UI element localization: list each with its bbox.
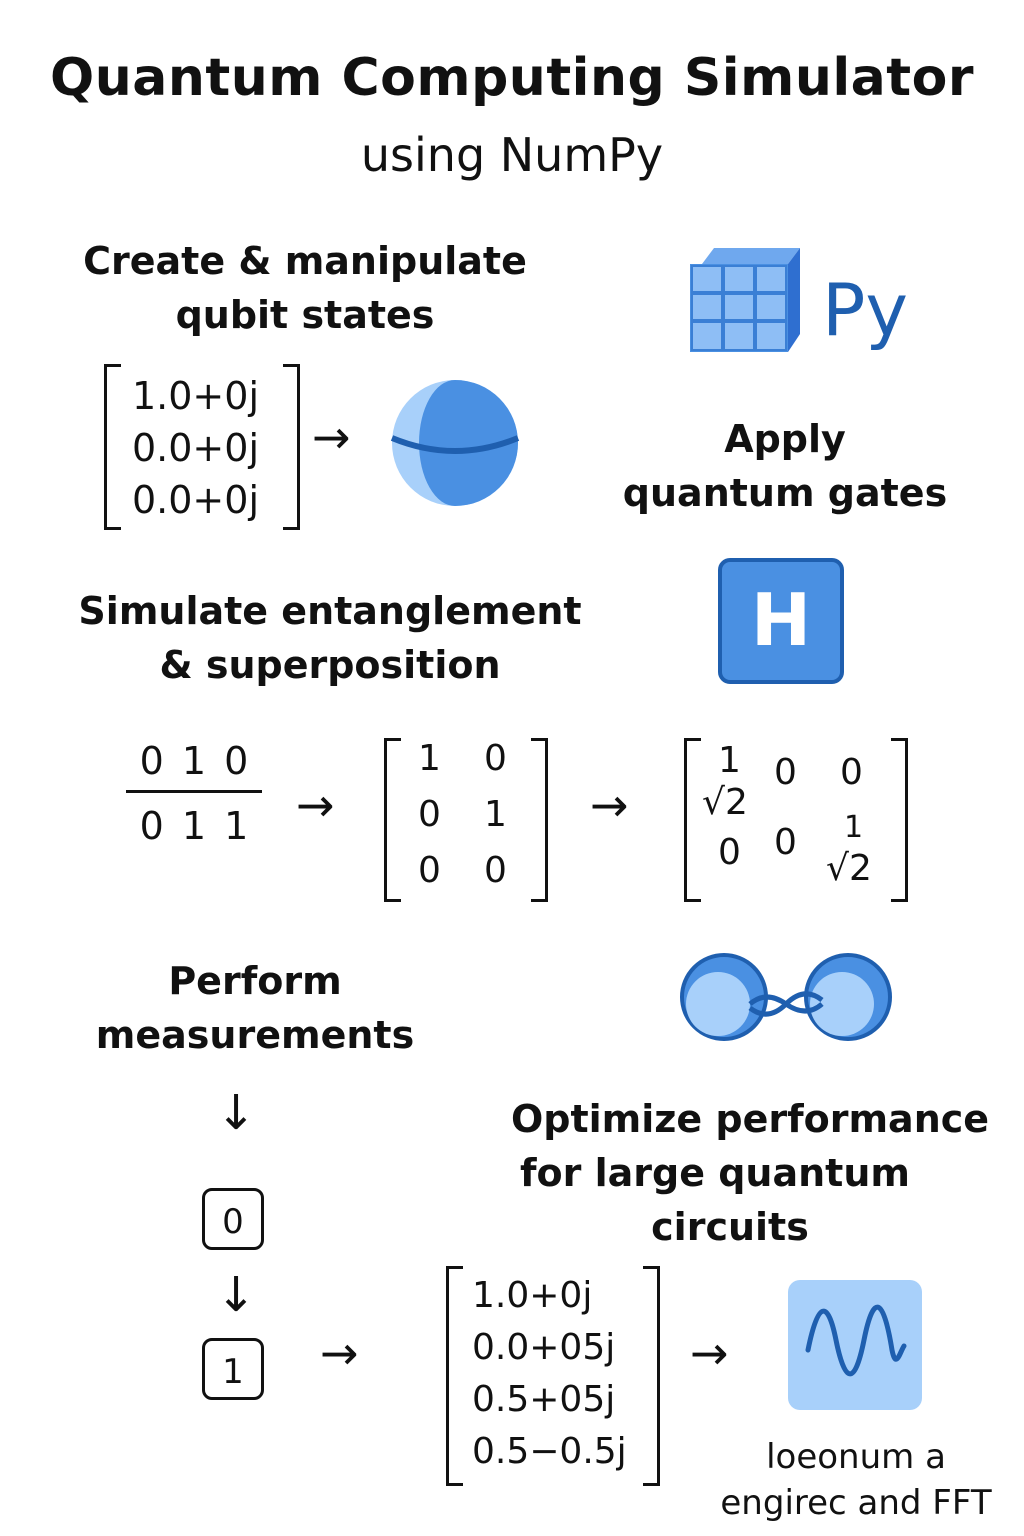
matrix-right-bracket: [891, 738, 908, 902]
matrix-cell: 0: [718, 832, 741, 873]
bit-fraction: 0 1 0 0 1 1: [126, 738, 262, 849]
matrix-cell: 1: [484, 794, 507, 835]
vector-right-bracket: [283, 364, 300, 530]
matrix-right-bracket: [531, 738, 548, 902]
matrix-identity: 1 0 0 1 0 0: [384, 738, 548, 902]
state-vector-entry: 0.0+0j: [132, 478, 260, 522]
arrow: →: [320, 1326, 359, 1380]
entangled-qubits-icon: [676, 952, 896, 1042]
result-vector-entry: 0.5+05j: [472, 1379, 616, 1420]
optimize-heading: Optimize performance for large quantum c…: [500, 1092, 1000, 1254]
arrow: →: [590, 778, 629, 832]
waveform-icon: [788, 1280, 922, 1410]
simulate-heading: Simulate entanglement & superposition: [60, 584, 600, 692]
matrix-cell: 1: [718, 740, 741, 781]
fft-caption-line2: engirec and FFT: [720, 1483, 992, 1523]
apply-heading-line2: quantum gates: [622, 471, 948, 515]
create-heading: Create & manipulate qubit states: [70, 234, 540, 342]
result-vector-entry: 0.5−0.5j: [472, 1431, 627, 1472]
matrix-cell: √2: [702, 782, 748, 823]
python-logo-text: Py: [822, 268, 909, 352]
down-arrow: ↓: [216, 1267, 257, 1323]
page-title: Quantum Computing Simulator: [50, 48, 974, 108]
matrix-left-bracket: [684, 738, 701, 902]
matrix-left-bracket: [384, 738, 401, 902]
bloch-sphere-icon: [388, 376, 522, 510]
create-heading-line2: qubit states: [175, 293, 435, 337]
apply-heading-line1: Apply: [724, 417, 846, 461]
fraction-numerator: 0 1 0: [139, 739, 249, 783]
numpy-cube-icon: [688, 244, 808, 356]
matrix-cell: 0: [774, 752, 797, 793]
fraction-denominator: 0 1 1: [139, 804, 249, 848]
arrow: →: [690, 1326, 729, 1380]
arrow: →: [312, 410, 351, 464]
matrix-superposition: 1 √2 0 0 0 0 1 √2: [684, 738, 908, 902]
state-vector: 1.0+0j 0.0+0j 0.0+0j: [104, 364, 300, 530]
matrix-cell: 0: [418, 850, 441, 891]
matrix-cell: 1: [418, 738, 441, 779]
matrix-cell: 0: [774, 822, 797, 863]
measurement-bit: 1: [202, 1338, 264, 1400]
result-vector-entry: 0.0+05j: [472, 1327, 616, 1368]
matrix-cell: 0: [484, 850, 507, 891]
vector-left-bracket: [104, 364, 121, 530]
matrix-cell: 0: [484, 738, 507, 779]
simulate-heading-line2: & superposition: [159, 643, 501, 687]
vector-left-bracket: [446, 1266, 463, 1486]
simulate-heading-line1: Simulate entanglement: [78, 589, 582, 633]
page-subtitle: using NumPy: [360, 128, 664, 182]
optimize-heading-line2: for large quantum: [520, 1151, 910, 1195]
optimize-heading-line3: circuits: [651, 1205, 809, 1249]
state-vector-entry: 0.0+0j: [132, 426, 260, 470]
down-arrow: ↓: [216, 1085, 257, 1141]
hadamard-gate-icon: H: [718, 558, 844, 684]
arrow: →: [296, 778, 335, 832]
result-vector: 1.0+0j 0.0+05j 0.5+05j 0.5−0.5j: [446, 1266, 660, 1486]
matrix-cell: 0: [840, 752, 863, 793]
measure-heading: Perform measurements: [80, 954, 430, 1062]
measure-heading-line2: measurements: [95, 1013, 415, 1057]
create-heading-line1: Create & manipulate: [83, 239, 527, 283]
result-vector-entry: 1.0+0j: [472, 1275, 593, 1316]
apply-heading: Apply quantum gates: [600, 412, 970, 520]
vector-right-bracket: [643, 1266, 660, 1486]
matrix-cell: 1: [844, 810, 864, 845]
optimize-heading-line1: Optimize performance: [510, 1097, 990, 1141]
state-vector-entry: 1.0+0j: [132, 374, 260, 418]
matrix-cell: √2: [826, 848, 872, 889]
fraction-bar: [126, 790, 262, 793]
fft-caption: loeonum a engirec and FFT: [716, 1434, 996, 1526]
matrix-cell: 0: [418, 794, 441, 835]
measurement-bit: 0: [202, 1188, 264, 1250]
measure-heading-line1: Perform: [168, 959, 342, 1003]
fft-caption-line1: loeonum a: [766, 1437, 946, 1477]
